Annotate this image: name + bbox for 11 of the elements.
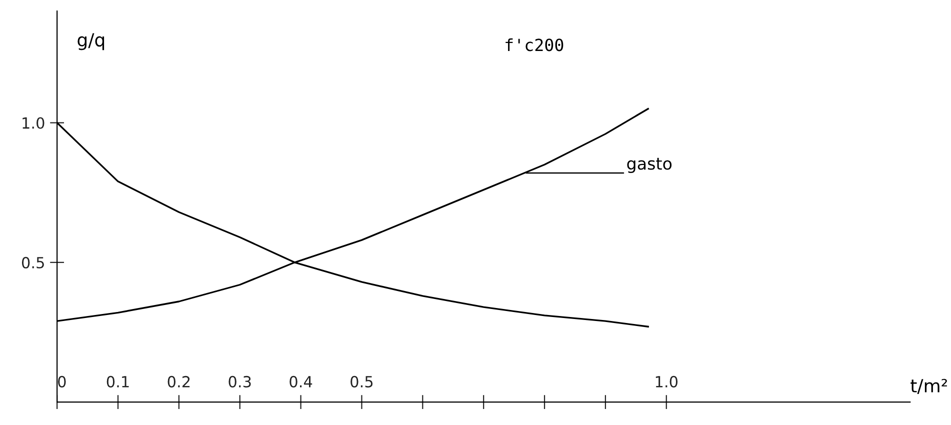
x-tick-label: 0.5 [350, 376, 373, 388]
annotation: gasto [627, 158, 672, 174]
x-axis-title: t/m² [910, 378, 947, 394]
x-tick-label: 0.2 [168, 376, 190, 388]
x-tick-label: 1.0 [656, 376, 678, 388]
x-tick-label: 0.4 [290, 376, 312, 388]
x-tick-label: 0.1 [106, 376, 129, 388]
x-tick-label: 0.3 [228, 376, 251, 388]
x-tick-label: 0 [58, 376, 66, 388]
annotation: f'c200 [506, 38, 564, 52]
y-axis-title: g/q [78, 33, 104, 50]
